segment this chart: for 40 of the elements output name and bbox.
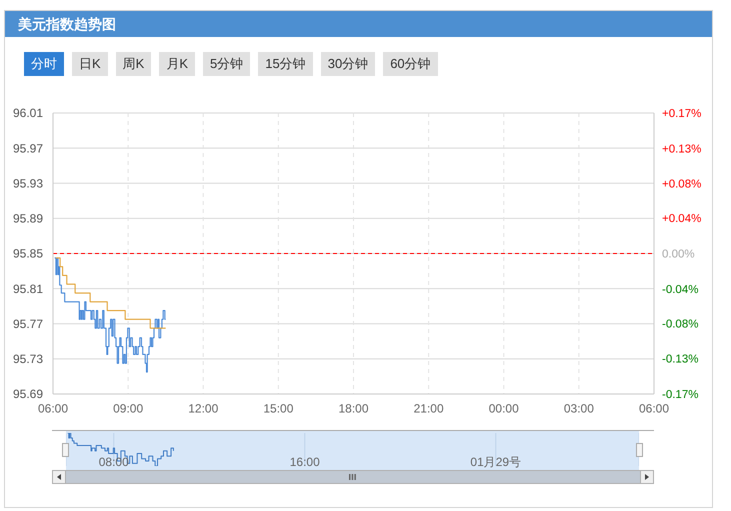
tab-button: 周K — [116, 52, 152, 76]
header-bar: 美元指数趋势图 — [5, 11, 712, 37]
tab-button: 月K — [159, 52, 196, 76]
y-tick-label: 95.77 — [12, 316, 44, 331]
x-tick-label: 12:00 — [188, 402, 219, 416]
y-tick-label: 95.97 — [12, 141, 44, 156]
tab-button: 15分钟 — [258, 52, 313, 76]
y-tick-label: 95.85 — [12, 246, 44, 261]
x-tick-label: 03:00 — [564, 402, 594, 416]
chart-title: 美元指数趋势图 — [18, 15, 116, 34]
y2-tick-label: -0.17% — [662, 389, 698, 402]
y2-tick-label: +0.17% — [662, 108, 702, 120]
x-tick-label: 18:00 — [338, 402, 369, 416]
tab-button: 60分钟 — [383, 52, 438, 76]
x-tick-label: 16:00 — [290, 455, 320, 469]
tab-button: 分时 — [24, 52, 64, 76]
y2-tick-label: -0.13% — [662, 354, 698, 366]
x-tick-label: 09:00 — [113, 402, 144, 416]
tab-button: 5分钟 — [203, 52, 250, 76]
y-tick-label: 95.89 — [12, 212, 44, 226]
x-tick-label: 06:00 — [638, 402, 670, 416]
y-tick-label: 95.73 — [12, 352, 44, 366]
y2-tick-label: +0.08% — [662, 178, 702, 191]
tab-button: 30分钟 — [320, 52, 376, 76]
y2-tick-label: -0.08% — [662, 318, 698, 330]
y2-tick-label: -0.04% — [662, 284, 698, 296]
y-tick-label: 96.01 — [12, 106, 44, 120]
y-tick-label: 95.81 — [12, 282, 44, 296]
y2-tick-label: +0.13% — [662, 143, 702, 156]
x-tick-label: 01月29号 — [470, 455, 522, 469]
x-tick-label: 06:00 — [38, 402, 68, 416]
x-tick-label: 21:00 — [414, 402, 444, 416]
y-tick-label: 95.93 — [12, 176, 44, 190]
x-tick-label: 08:00 — [98, 455, 130, 469]
x-tick-label: 15:00 — [263, 402, 294, 416]
y2-tick-label: +0.04% — [662, 213, 702, 226]
y-tick-label: 95.69 — [12, 387, 44, 402]
tab-button: 日K — [72, 52, 108, 76]
x-tick-label: 00:00 — [488, 402, 520, 416]
y2-tick-label: 0.00% — [662, 248, 695, 261]
